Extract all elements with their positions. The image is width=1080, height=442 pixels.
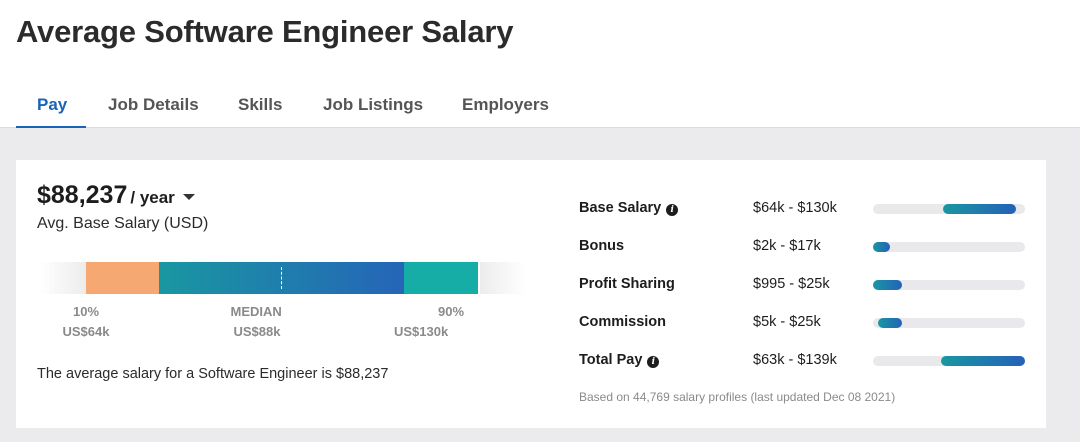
salary-period[interactable]: / year xyxy=(130,188,175,207)
range-low-value: US$64k xyxy=(62,324,110,339)
range-fade-right xyxy=(480,262,526,294)
comp-name: Base Salary i xyxy=(579,200,679,216)
comp-bar-track xyxy=(873,356,1025,366)
median-marker xyxy=(281,267,282,289)
comp-range: $995 - $25k xyxy=(753,276,830,292)
range-high-segment xyxy=(404,262,478,294)
range-low-segment xyxy=(86,262,159,294)
comp-label: Base Salary xyxy=(579,200,662,216)
comp-bar-fill xyxy=(873,242,890,252)
range-low-percent: 10% xyxy=(73,304,100,319)
comp-range: $63k - $139k xyxy=(753,352,837,368)
comp-bar-fill xyxy=(941,356,1025,366)
tab-pay[interactable]: Pay xyxy=(37,95,68,114)
tab-skills[interactable]: Skills xyxy=(238,95,283,114)
tab-employers[interactable]: Employers xyxy=(462,95,549,114)
comp-bar-fill xyxy=(942,204,1016,214)
active-tab-indicator xyxy=(16,126,86,129)
page-title: Average Software Engineer Salary xyxy=(16,14,514,49)
comp-bar-track xyxy=(873,280,1025,290)
comp-label: Total Pay xyxy=(579,352,643,368)
salary-subtitle: Avg. Base Salary (USD) xyxy=(37,215,209,232)
info-icon[interactable]: i xyxy=(647,356,660,368)
range-median-value: US$88k xyxy=(233,324,281,339)
comp-row-base-salary: Base Salary i $64k - $130k xyxy=(579,198,1039,220)
salary-range-bar xyxy=(40,262,526,294)
tab-bar: Pay Job Details Skills Job Listings Empl… xyxy=(0,84,1080,129)
comp-name: Commission xyxy=(579,314,666,330)
tab-job-listings[interactable]: Job Listings xyxy=(323,95,424,114)
salary-headline: $88,237/ year xyxy=(37,181,195,210)
chevron-down-icon[interactable] xyxy=(182,194,195,200)
average-salary-sentence: The average salary for a Software Engine… xyxy=(37,366,389,382)
salary-footnote: Based on 44,769 salary profiles (last up… xyxy=(579,390,896,404)
comp-row-bonus: Bonus $2k - $17k xyxy=(579,236,1039,258)
comp-range: $2k - $17k xyxy=(753,238,821,254)
salary-amount: $88,237 xyxy=(37,181,128,209)
comp-bar-track xyxy=(873,318,1025,328)
comp-label: Commission xyxy=(579,314,667,330)
range-high-percent: 90% xyxy=(438,304,465,319)
comp-name: Profit Sharing xyxy=(579,276,675,292)
comp-bar-track xyxy=(873,204,1025,214)
range-median-label: MEDIAN xyxy=(230,304,282,319)
comp-bar-track xyxy=(873,242,1025,252)
comp-label: Profit Sharing xyxy=(579,276,675,292)
comp-row-profit-sharing: Profit Sharing $995 - $25k xyxy=(579,274,1039,296)
comp-row-total-pay: Total Pay i $63k - $139k xyxy=(579,350,1039,372)
salary-card: $88,237/ year Avg. Base Salary (USD) 10%… xyxy=(16,160,1046,428)
comp-bar-fill xyxy=(873,280,902,290)
comp-range: $5k - $25k xyxy=(753,314,821,330)
comp-name: Bonus xyxy=(579,238,624,254)
range-fade-left xyxy=(40,262,86,294)
comp-row-commission: Commission $5k - $25k xyxy=(579,312,1039,334)
comp-range: $64k - $130k xyxy=(753,200,837,216)
comp-label: Bonus xyxy=(579,238,625,254)
info-icon[interactable]: i xyxy=(666,204,679,216)
tab-job-details[interactable]: Job Details xyxy=(108,95,199,114)
range-high-value: US$130k xyxy=(394,324,449,339)
comp-bar-fill xyxy=(877,318,902,328)
comp-name: Total Pay i xyxy=(579,352,660,368)
